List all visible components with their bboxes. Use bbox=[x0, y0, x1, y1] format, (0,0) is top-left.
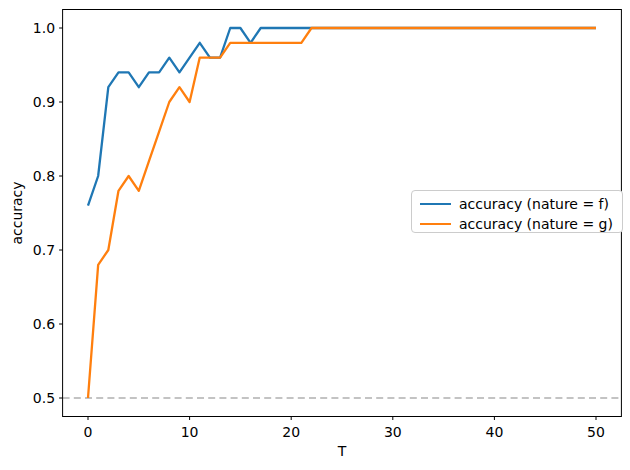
x-tick-label: 50 bbox=[587, 424, 605, 440]
x-axis-ticks: 0 10 20 30 40 50 bbox=[84, 417, 605, 441]
x-axis-label: T bbox=[338, 443, 347, 459]
y-tick-label: 0.8 bbox=[33, 168, 55, 184]
y-tick-label: 1.0 bbox=[33, 20, 55, 36]
legend-label-nature-g: accuracy (nature = g) bbox=[459, 214, 613, 234]
legend: accuracy (nature = f) accuracy (nature =… bbox=[411, 190, 623, 233]
legend-line-sample-f bbox=[420, 203, 451, 205]
legend-line-sample-g bbox=[420, 223, 451, 225]
x-tick-label: 30 bbox=[384, 424, 402, 440]
x-tick-label: 0 bbox=[84, 424, 93, 440]
legend-label-nature-f: accuracy (nature = f) bbox=[459, 194, 609, 214]
y-axis-ticks: 0.5 0.6 0.7 0.8 0.9 1.0 bbox=[33, 20, 63, 406]
y-tick-label: 0.5 bbox=[33, 390, 55, 406]
x-tick-label: 10 bbox=[181, 424, 199, 440]
y-tick-label: 0.6 bbox=[33, 316, 55, 332]
y-tick-label: 0.9 bbox=[33, 94, 55, 110]
legend-entry-nature-f: accuracy (nature = f) bbox=[420, 194, 613, 214]
matplotlib-figure: 0 10 20 30 40 50 0.5 0.6 0.7 0.8 0.9 1.0 T accurac… bbox=[0, 0, 630, 470]
accuracy-line-chart: 0 10 20 30 40 50 0.5 0.6 0.7 0.8 0.9 1.0 bbox=[0, 0, 630, 470]
y-tick-label: 0.7 bbox=[33, 242, 55, 258]
legend-entry-nature-g: accuracy (nature = g) bbox=[420, 214, 613, 234]
y-axis-label: accuracy bbox=[9, 181, 25, 244]
x-tick-label: 20 bbox=[282, 424, 300, 440]
x-tick-label: 40 bbox=[485, 424, 503, 440]
